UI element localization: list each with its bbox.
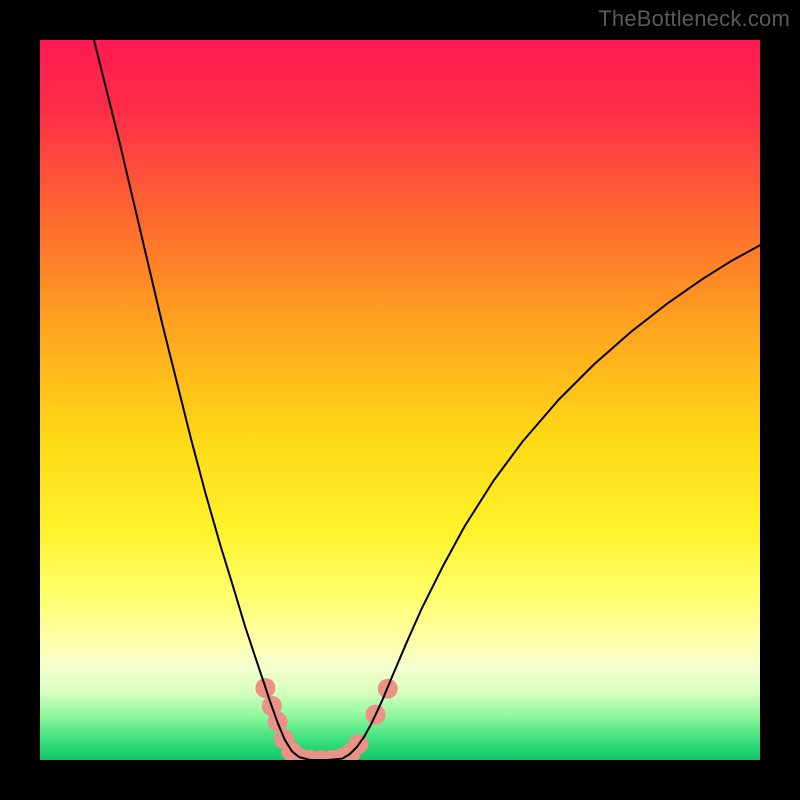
watermark-text: TheBottleneck.com	[598, 6, 790, 32]
chart-background	[40, 40, 760, 760]
chart-plot-area	[40, 40, 760, 760]
bottleneck-curve-chart	[40, 40, 760, 760]
